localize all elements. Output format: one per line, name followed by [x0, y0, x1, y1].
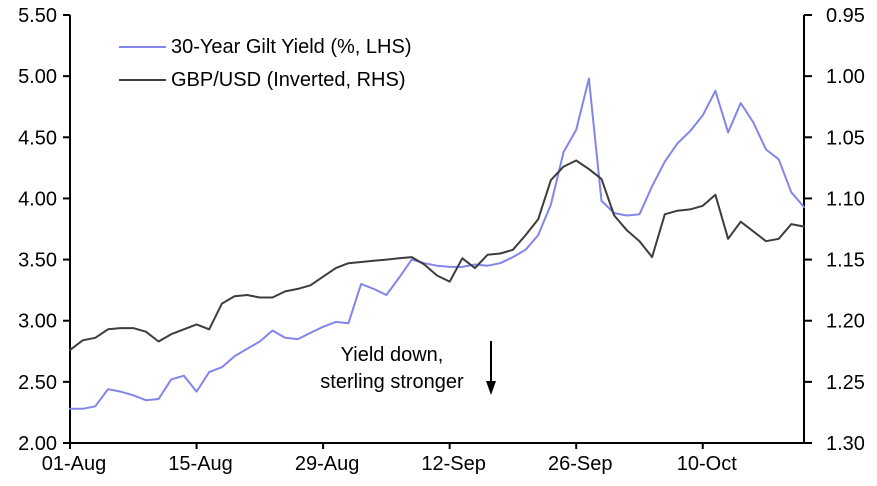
- annotation-line2: sterling stronger: [320, 371, 464, 393]
- legend-label-gbp: GBP/USD (Inverted, RHS): [171, 68, 406, 91]
- right-axis-tick-label: 0.95: [826, 5, 865, 27]
- left-axis-tick-label: 4.50: [18, 127, 57, 149]
- gilt-line-swatch-icon: [119, 46, 166, 48]
- left-axis-tick-label: 3.50: [18, 250, 57, 272]
- chart-legend: 30-Year Gilt Yield (%, LHS) GBP/USD (Inv…: [119, 32, 411, 95]
- right-axis-tick-label: 1.25: [826, 372, 865, 394]
- gbp-line-swatch-icon: [119, 79, 166, 81]
- right-axis-tick-label: 1.30: [826, 433, 865, 455]
- legend-item-gbp: GBP/USD (Inverted, RHS): [119, 65, 411, 95]
- right-axis-tick-label: 1.05: [826, 127, 865, 149]
- right-axis-tick-label: 1.10: [826, 188, 865, 210]
- x-axis-tick-label: 29-Aug: [295, 453, 360, 475]
- annotation-yield-down: Yield down, sterling stronger: [297, 342, 487, 396]
- down-arrow-icon: [486, 381, 496, 395]
- right-axis-tick-label: 1.20: [826, 311, 865, 333]
- annotation-line1: Yield down,: [340, 344, 444, 366]
- x-axis-tick-label: 01-Aug: [42, 453, 107, 475]
- right-axis-tick-label: 1.15: [826, 250, 865, 272]
- x-axis-tick-label: 10-Oct: [677, 453, 737, 475]
- left-axis-tick-label: 5.50: [18, 5, 57, 27]
- left-axis-tick-label: 4.00: [18, 188, 57, 210]
- left-axis-tick-label: 5.00: [18, 66, 57, 88]
- left-axis-tick-label: 2.00: [18, 433, 57, 455]
- left-axis-tick-label: 2.50: [18, 372, 57, 394]
- gbp-usd-line: [69, 159, 805, 352]
- left-axis-tick-label: 3.00: [18, 311, 57, 333]
- legend-item-gilt: 30-Year Gilt Yield (%, LHS): [119, 32, 411, 62]
- right-axis-tick-label: 1.00: [826, 66, 865, 88]
- legend-label-gilt: 30-Year Gilt Yield (%, LHS): [171, 35, 412, 58]
- x-axis-tick-label: 15-Aug: [168, 453, 233, 475]
- x-axis-tick-label: 12-Sep: [421, 453, 486, 475]
- x-axis-tick-label: 26-Sep: [548, 453, 613, 475]
- gilt-yield-line: [69, 77, 805, 410]
